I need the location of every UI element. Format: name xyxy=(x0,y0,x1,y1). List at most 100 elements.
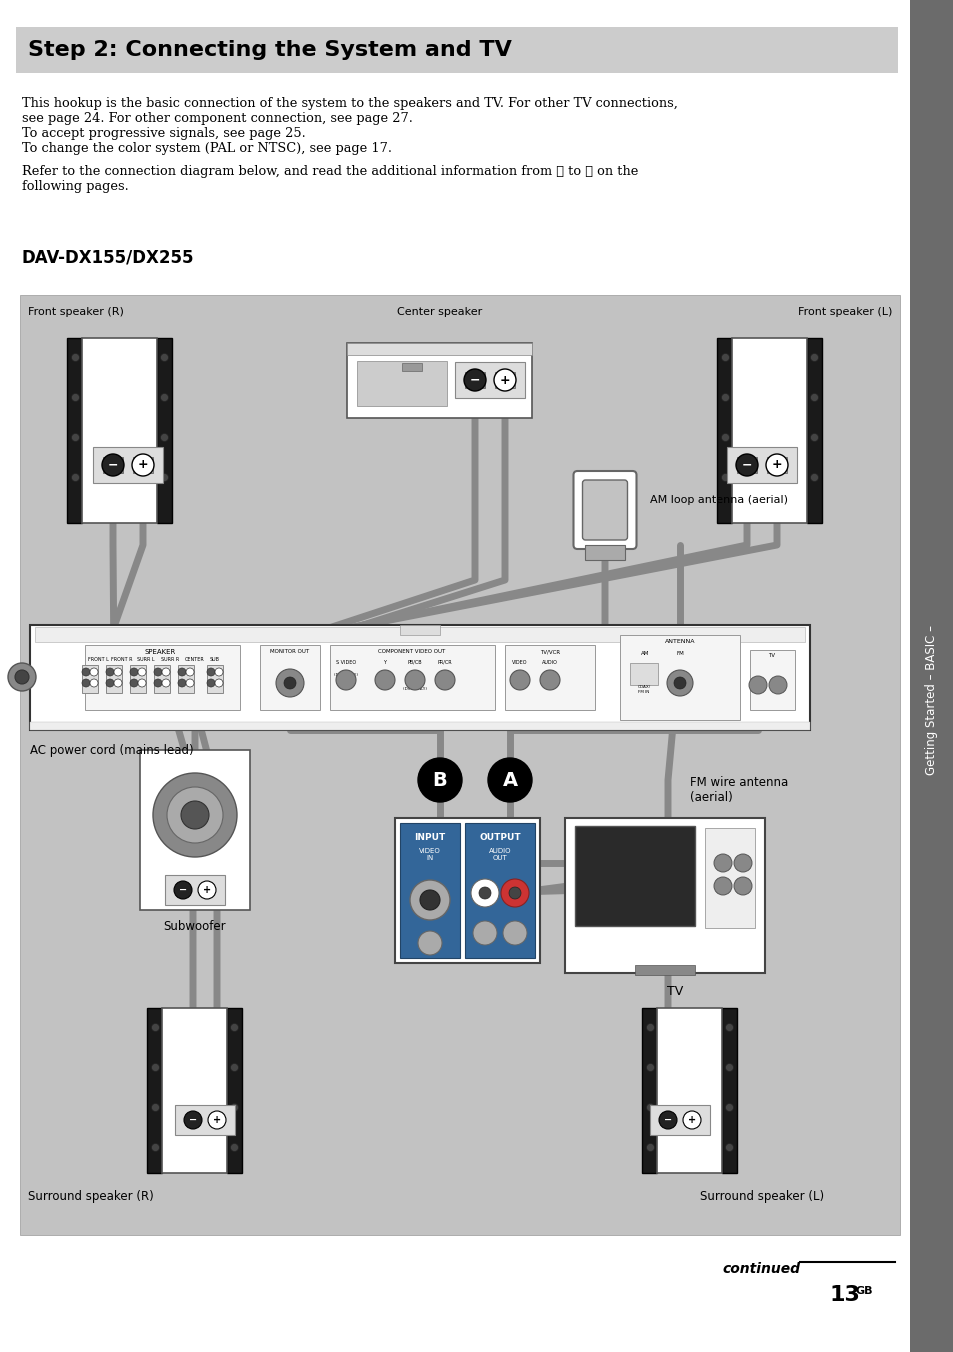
Text: +: + xyxy=(687,1115,696,1125)
Bar xyxy=(132,457,152,473)
Bar xyxy=(641,1007,657,1172)
Text: AUDIO
OUT: AUDIO OUT xyxy=(488,848,511,861)
Text: AM: AM xyxy=(640,652,648,656)
Bar xyxy=(737,457,757,473)
Text: −: − xyxy=(108,458,118,472)
Bar xyxy=(347,342,532,354)
Circle shape xyxy=(208,1111,226,1129)
Text: A: A xyxy=(502,771,517,790)
Circle shape xyxy=(435,671,455,690)
Circle shape xyxy=(646,1103,654,1111)
Text: AM loop antenna (aerial): AM loop antenna (aerial) xyxy=(649,495,787,506)
Text: B: B xyxy=(432,771,447,790)
Circle shape xyxy=(106,668,113,676)
Circle shape xyxy=(720,473,729,481)
Bar xyxy=(85,645,240,710)
Text: COMPONENT VIDEO OUT: COMPONENT VIDEO OUT xyxy=(378,649,445,654)
Circle shape xyxy=(713,854,731,872)
Circle shape xyxy=(231,1023,238,1032)
Bar xyxy=(20,295,899,1234)
Circle shape xyxy=(184,1111,202,1129)
Bar xyxy=(174,1105,234,1134)
Circle shape xyxy=(810,473,818,481)
Circle shape xyxy=(500,879,529,907)
Bar xyxy=(649,1105,709,1134)
Bar xyxy=(162,1007,227,1172)
Bar xyxy=(157,338,172,522)
Text: −: − xyxy=(469,373,479,387)
Text: Getting Started – BASIC –: Getting Started – BASIC – xyxy=(924,625,938,775)
Circle shape xyxy=(646,1144,654,1152)
Bar xyxy=(92,448,163,483)
Bar xyxy=(207,665,223,694)
Text: (DVD ONLY): (DVD ONLY) xyxy=(402,687,427,691)
Bar xyxy=(227,1007,242,1172)
Circle shape xyxy=(810,393,818,402)
Text: To change the color system (PAL or NTSC), see page 17.: To change the color system (PAL or NTSC)… xyxy=(22,142,392,155)
Text: TV: TV xyxy=(768,653,775,658)
Circle shape xyxy=(186,679,193,687)
Text: see page 24. For other component connection, see page 27.: see page 24. For other component connect… xyxy=(22,112,413,124)
Circle shape xyxy=(284,677,295,690)
Circle shape xyxy=(502,921,526,945)
Bar xyxy=(399,625,439,635)
Text: This hookup is the basic connection of the system to the speakers and TV. For ot: This hookup is the basic connection of t… xyxy=(22,97,678,110)
Circle shape xyxy=(231,1144,238,1152)
Circle shape xyxy=(207,668,214,676)
Text: −: − xyxy=(189,1115,197,1125)
Text: 13: 13 xyxy=(829,1284,860,1305)
Circle shape xyxy=(405,671,424,690)
Circle shape xyxy=(214,668,223,676)
Circle shape xyxy=(666,671,692,696)
Bar xyxy=(30,722,809,730)
Bar xyxy=(148,1007,162,1172)
Circle shape xyxy=(162,668,170,676)
Circle shape xyxy=(113,668,122,676)
Circle shape xyxy=(682,1111,700,1129)
Text: −: − xyxy=(741,458,752,472)
Circle shape xyxy=(539,671,559,690)
Text: +: + xyxy=(203,886,211,895)
Circle shape xyxy=(713,877,731,895)
Text: S VIDEO: S VIDEO xyxy=(335,660,355,665)
Circle shape xyxy=(152,1144,159,1152)
Circle shape xyxy=(733,877,751,895)
Circle shape xyxy=(473,921,497,945)
Bar xyxy=(721,1007,737,1172)
Text: +: + xyxy=(137,458,148,472)
Text: TV/VCR: TV/VCR xyxy=(539,649,559,654)
Circle shape xyxy=(768,676,786,694)
Text: To accept progressive signals, see page 25.: To accept progressive signals, see page … xyxy=(22,127,305,141)
Text: Front speaker (R): Front speaker (R) xyxy=(28,307,124,316)
Circle shape xyxy=(160,434,169,442)
Text: VIDEO: VIDEO xyxy=(512,660,527,665)
Text: Step 2: Connecting the System and TV: Step 2: Connecting the System and TV xyxy=(28,41,512,59)
Text: AC power cord (mains lead): AC power cord (mains lead) xyxy=(30,744,193,757)
Bar xyxy=(732,338,806,522)
Text: VIDEO
IN: VIDEO IN xyxy=(418,848,440,861)
FancyBboxPatch shape xyxy=(573,470,636,549)
Circle shape xyxy=(102,454,124,476)
Circle shape xyxy=(15,671,29,684)
Circle shape xyxy=(178,668,186,676)
Circle shape xyxy=(153,679,162,687)
Circle shape xyxy=(646,1023,654,1032)
Text: Center speaker: Center speaker xyxy=(397,307,482,316)
Bar xyxy=(726,448,796,483)
Circle shape xyxy=(720,393,729,402)
Bar xyxy=(140,750,250,910)
Bar xyxy=(16,27,897,73)
Circle shape xyxy=(130,668,138,676)
FancyBboxPatch shape xyxy=(582,480,627,539)
Circle shape xyxy=(181,800,209,829)
Circle shape xyxy=(82,668,90,676)
Text: ANTENNA: ANTENNA xyxy=(664,639,695,644)
Circle shape xyxy=(720,434,729,442)
Circle shape xyxy=(106,679,113,687)
Text: SUB: SUB xyxy=(210,657,220,662)
Text: OUTPUT: OUTPUT xyxy=(478,833,520,842)
Circle shape xyxy=(186,668,193,676)
Circle shape xyxy=(510,671,530,690)
Circle shape xyxy=(173,882,192,899)
Bar xyxy=(30,625,809,730)
